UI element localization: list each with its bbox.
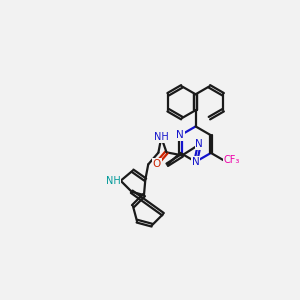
Text: N: N	[192, 157, 200, 167]
Text: NH: NH	[154, 132, 169, 142]
Text: CF₃: CF₃	[224, 155, 240, 166]
Text: NH: NH	[106, 176, 121, 186]
Text: N: N	[176, 130, 184, 140]
Text: N: N	[195, 140, 203, 149]
Text: O: O	[153, 159, 161, 169]
